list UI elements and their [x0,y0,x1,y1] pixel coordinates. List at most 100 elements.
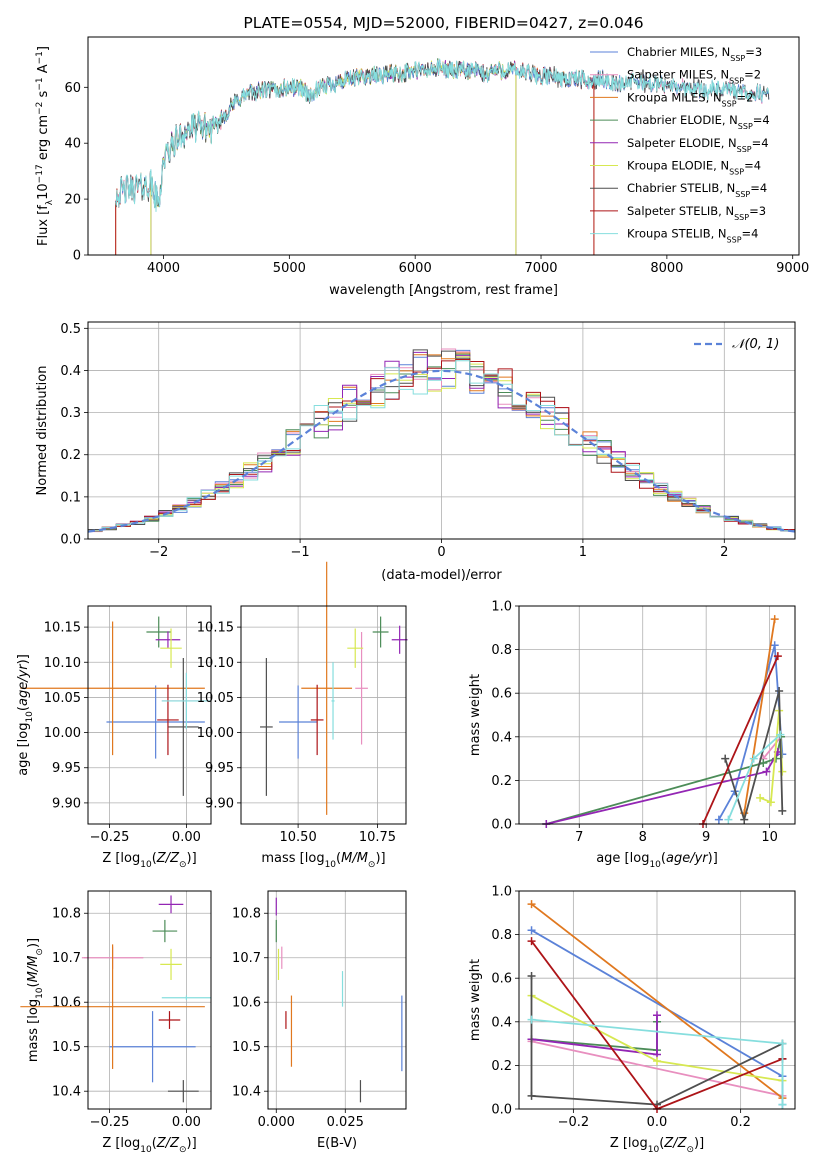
x-tick-label: 8 [639,830,647,845]
x-axis-label: (data-model)/error [381,568,502,583]
x-tick-label: 0 [437,545,445,560]
legend-entry: Kroupa MILES, NSSP=2 [627,90,753,108]
x-tick-label: −0.2 [558,1115,590,1130]
weight-marker [721,754,730,763]
y-tick-label: 10.10 [44,656,81,671]
y-tick-label: 1.0 [491,885,512,900]
y-tick-label: 0.0 [491,1103,512,1118]
plot-frame [518,890,796,1110]
errorbar-point [391,625,408,654]
y-tick-label: 10.05 [197,691,234,706]
y-axis-label: mass weight [468,674,483,756]
weight-marker [714,815,723,824]
weight-marker [775,687,784,696]
y-tick-label: 10.6 [52,996,81,1011]
weight-series-line [743,618,776,814]
errorbar-point [157,684,179,756]
x-tick-label: 5000 [273,261,306,276]
x-tick-label: 0.0 [647,1115,668,1130]
x-tick-label: 9000 [776,261,809,276]
x-tick-label: 7000 [524,261,557,276]
weight-marker [762,767,771,776]
y-tick-label: 9.90 [52,796,81,811]
y-tick-label: 10.7 [232,951,261,966]
errorbar-point [20,621,205,756]
errorbar-point [260,658,273,796]
spectrum-series-line [115,58,770,213]
y-tick-label: 10.05 [44,691,81,706]
legend-entry: Salpeter STELIB, NSSP=3 [627,204,766,222]
spectrum-series-line [150,60,517,255]
y-tick-label: 10.5 [232,1040,261,1055]
errorbar-point [355,632,368,745]
panel-mass-weight-vs-age: 7 8 9 10 0.0 0.2 0.4 0.6 0.8 1.0 age [log10(age/yr… [468,600,796,870]
errorbar-point [106,685,205,759]
weight-marker [527,937,536,946]
weight-marker [778,767,787,776]
y-tick-label: 0.1 [60,490,81,505]
weight-marker [778,1100,787,1109]
plot-frame [87,321,796,540]
weight-marker [770,641,779,650]
errorbar-point [160,628,182,668]
panel-mass-vs-Z: −0.25 0.00 10.4 10.5 10.6 10.7 10.8 Z [log10(Z/… [20,890,212,1155]
y-tick-label: 10.00 [44,726,81,741]
plot-frame [267,890,407,1110]
spectrum-series-line [115,60,595,255]
weight-series-line [702,655,779,825]
x-tick-label: 4000 [147,261,180,276]
y-tick-label: 60 [64,81,81,96]
errorbar-points [275,897,403,1103]
x-axis-label: wavelength [Angstrom, rest frame] [329,283,558,298]
y-tick-label: 0.4 [491,730,512,745]
legend-entry: 𝒩(0, 1) [732,337,779,352]
errorbar-point [372,616,389,648]
errorbar-point [301,561,353,815]
weight-marker [740,815,749,824]
x-tick-label: 6000 [399,261,432,276]
y-tick-label: 1.0 [491,600,512,615]
plot-frame [87,36,800,256]
y-tick-label: 20 [64,193,81,208]
y-tick-label: 0.6 [491,972,512,987]
weight-series-line [546,736,782,825]
errorbar-point [152,919,178,943]
histogram-series [88,359,795,534]
legend-entry: Kroupa STELIB, NSSP=4 [627,227,758,245]
errorbar-point [146,616,172,648]
errorbar-points [20,616,211,796]
errorbar-point [331,662,335,740]
weight-marker [527,1091,536,1100]
y-tick-label: 10.15 [44,621,81,636]
errorbar-point [155,631,181,649]
x-tick-label: 0.000 [258,1115,295,1130]
legend-entry: Chabrier ELODIE, NSSP=4 [627,113,770,131]
x-axis-label: Z [log10(Z/Z⊙)] [102,851,196,870]
errorbar-point [161,995,211,1000]
x-tick-label: 10 [761,830,778,845]
errorbar-point [158,1011,181,1029]
panel-age-vs-Z: −0.25 0.00 9.90 9.95 10.00 10.05 10.10 10.15 Z [… [16,605,212,870]
y-tick-label: 0.8 [491,928,512,943]
x-axis-label: Z [log10(Z/Z⊙)] [610,1136,704,1155]
x-tick-label: 2 [720,545,728,560]
x-tick-label: 0.025 [327,1115,364,1130]
x-axis-label: E(B-V) [317,1136,357,1151]
y-tick-label: 10.7 [52,951,81,966]
x-tick-label: 0.00 [172,830,201,845]
errorbar-point [158,895,184,914]
y-tick-label: 0.0 [491,818,512,833]
weight-marker [756,793,765,802]
plot-frame [240,605,407,825]
plot-frame [518,605,796,825]
y-axis-label: mass weight [468,959,483,1041]
histogram-layer [88,348,795,534]
y-tick-label: 10.5 [52,1040,81,1055]
y-tick-label: 0 [73,249,81,264]
weight-marker [776,730,785,739]
y-tick-label: 10.4 [232,1085,261,1100]
weight-series-line [530,903,784,1099]
histogram-series [88,360,795,534]
errorbar-point [109,1011,196,1083]
panel-residuals: −2 −1 0 1 2 0.0 0.1 0.2 0.3 0.4 0.5 (data-model)/er… [35,321,796,583]
